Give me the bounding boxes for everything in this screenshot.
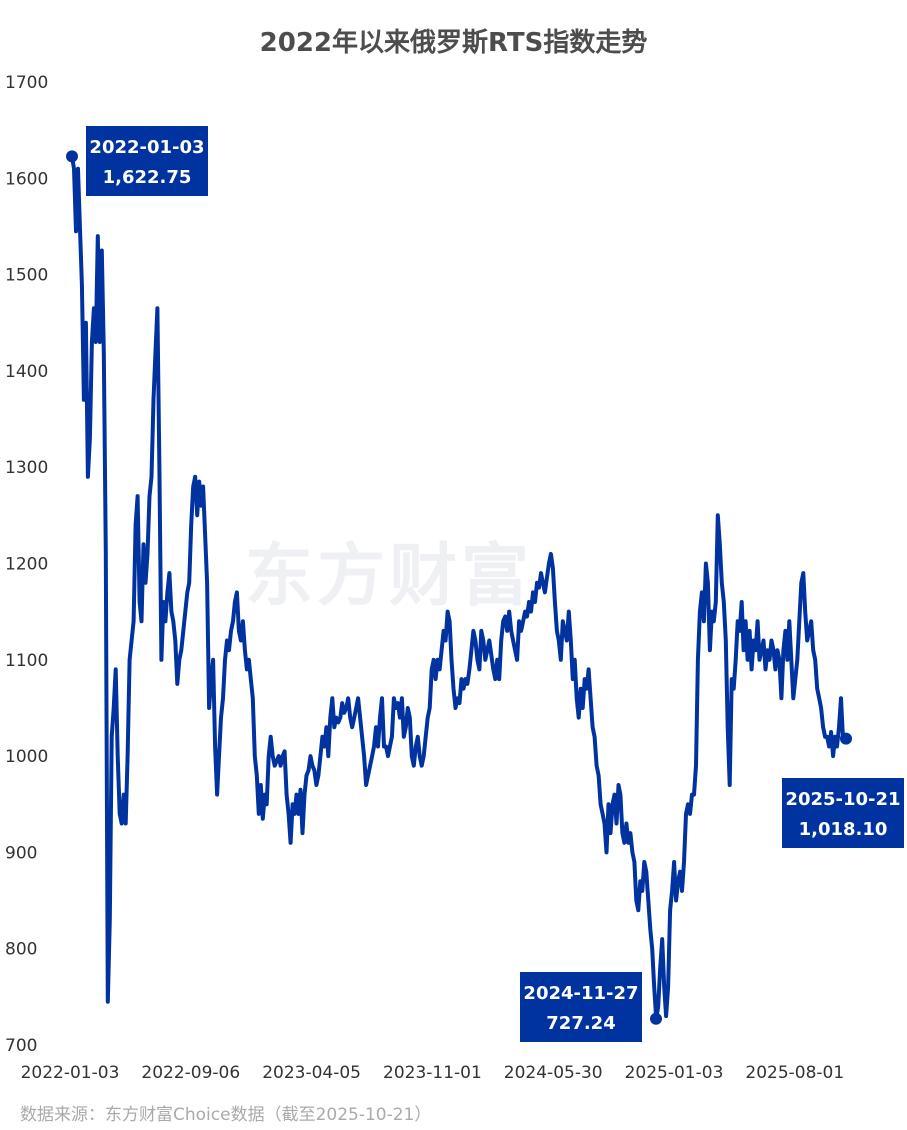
series-line [70,155,845,1021]
annotation-date: 2024-11-27 [523,983,638,1004]
chart-title: 2022年以来俄罗斯RTS指数走势 [259,28,648,58]
x-tick-label: 2023-04-05 [262,1063,361,1083]
annotation-2025-10-21: 2025-10-21 1,018.10 [782,732,904,848]
y-tick-label: 1100 [5,651,48,671]
y-tick-label: 700 [5,1036,37,1056]
x-tick-label: 2023-11-01 [383,1063,482,1083]
x-tick-label: 2025-01-03 [625,1063,724,1083]
annotation-box [520,972,642,1042]
annotation-2024-11-27: 2024-11-27 727.24 [520,972,662,1042]
annotation-value: 1,018.10 [799,819,888,840]
line-chart: 700 800 900 1000 1100 1200 1300 1400 1500 1600 170… [5,73,904,1083]
x-tick-label: 2022-09-06 [141,1063,240,1083]
y-tick-label: 1000 [5,747,48,767]
annotation-box [782,778,904,848]
x-tick-label: 2025-08-01 [745,1063,844,1083]
annotation-marker [66,150,78,163]
y-tick-label: 1600 [5,169,48,189]
annotation-marker [650,1012,662,1025]
y-tick-label: 1400 [5,362,48,382]
annotation-date: 2022-01-03 [89,137,204,158]
annotation-2022-01-03: 2022-01-03 1,622.75 [66,126,208,196]
x-tick-label: 2022-01-03 [21,1063,120,1083]
watermark-logo: 东方财富 [245,537,534,616]
annotation-value: 727.24 [546,1013,615,1034]
x-tick-label: 2024-05-30 [504,1063,603,1083]
y-tick-label: 800 [5,940,37,960]
annotation-value: 1,622.75 [103,167,192,188]
y-tick-label: 1300 [5,458,48,478]
y-tick-label: 1200 [5,555,48,575]
annotation-marker [840,732,852,745]
annotation-box [86,126,208,196]
y-tick-label: 1700 [5,73,48,93]
y-tick-label: 900 [5,843,37,863]
y-tick-label: 1500 [5,266,48,286]
annotation-date: 2025-10-21 [785,789,900,810]
source-note: 数据来源：东方财富Choice数据（截至2025-10-21） [20,1105,432,1125]
